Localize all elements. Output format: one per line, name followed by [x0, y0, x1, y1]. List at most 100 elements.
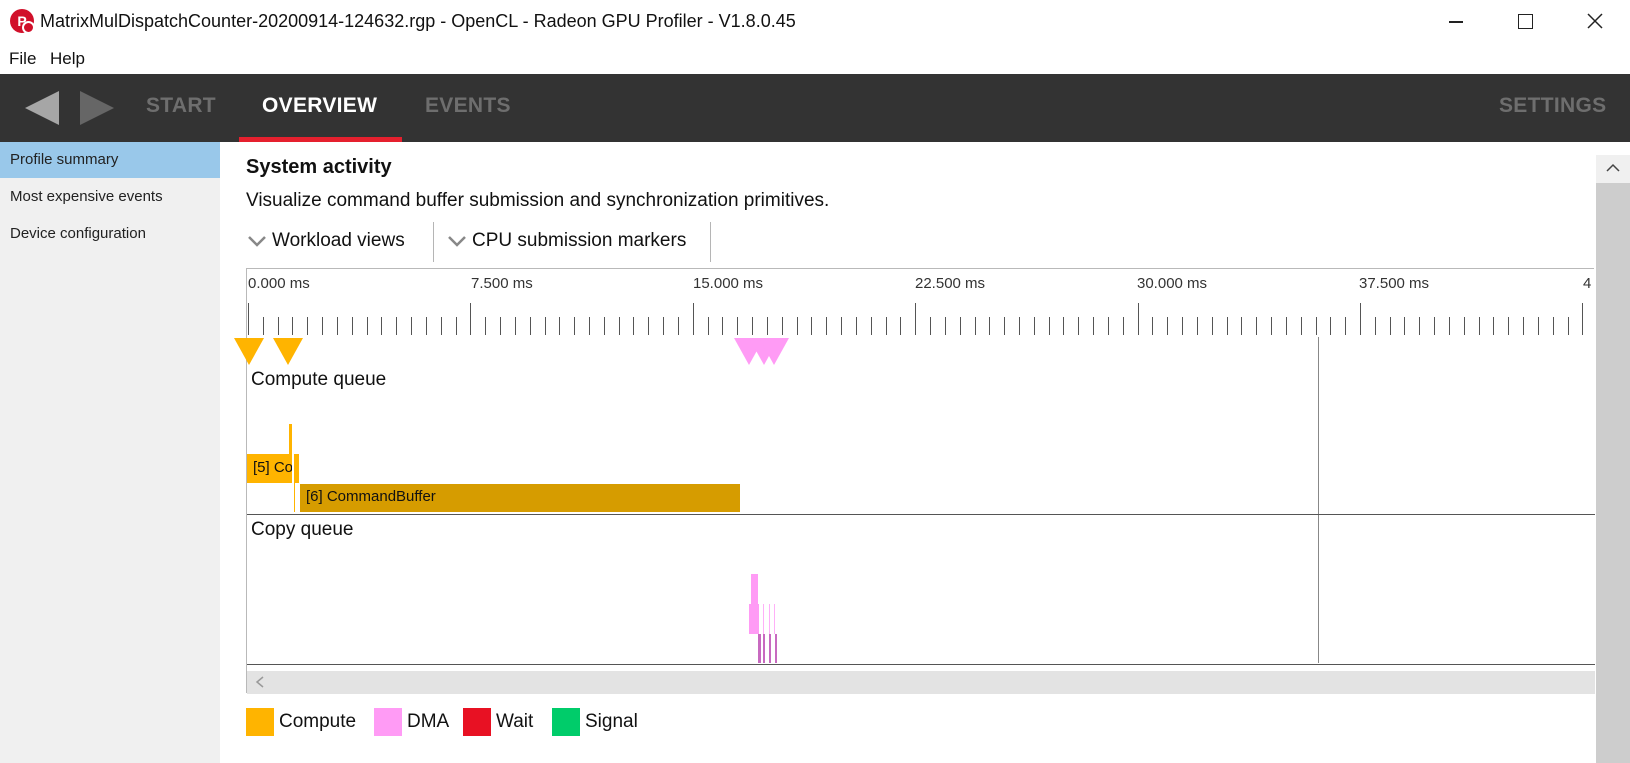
tab-overview[interactable]: OVERVIEW: [262, 94, 378, 117]
window-title: MatrixMulDispatchCounter-20200914-124632…: [40, 11, 796, 31]
dma-submission-marker[interactable]: [759, 338, 789, 365]
menu-bar: File Help: [0, 44, 1630, 74]
tab-settings[interactable]: SETTINGS: [1499, 94, 1607, 117]
sidebar-item-profile-summary[interactable]: Profile summary: [0, 142, 220, 178]
ruler-tick: [1434, 317, 1435, 335]
maximize-button[interactable]: [1490, 0, 1560, 44]
ruler-tick: [871, 317, 872, 335]
ruler-tick: [278, 317, 279, 335]
ruler-tick: [604, 317, 605, 335]
ruler-tick: [1582, 303, 1583, 335]
ruler-tick: [1390, 317, 1391, 335]
ruler-tick: [989, 317, 990, 335]
ruler-tick: [426, 317, 427, 335]
ruler-tick: [1316, 317, 1317, 335]
ruler-tick: [1464, 317, 1465, 335]
ruler-tick: [367, 317, 368, 335]
ruler-tick: [1538, 317, 1539, 335]
maximize-icon: [1518, 14, 1533, 29]
ruler-tick: [930, 317, 931, 335]
ruler-tick: [1138, 303, 1139, 335]
scrollbar-thumb[interactable]: [1596, 183, 1630, 763]
navigation-bar: START OVERVIEW EVENTS SETTINGS: [0, 74, 1630, 142]
rgp-logo-icon: P: [10, 9, 35, 34]
legend-label: Signal: [585, 711, 638, 732]
ruler-tick: [1063, 317, 1064, 335]
menu-help[interactable]: Help: [50, 49, 85, 68]
ruler-tick: [767, 317, 768, 335]
legend-swatch: [374, 708, 402, 736]
dma-event-bar[interactable]: [749, 604, 759, 634]
compute-event-bar[interactable]: [289, 424, 292, 454]
ruler-tick: [1479, 317, 1480, 335]
queue-separator: [247, 514, 1595, 515]
ruler-tick: [826, 317, 827, 335]
compute-event-bar: [294, 483, 295, 512]
ruler-label: 30.000 ms: [1137, 275, 1208, 292]
ruler-label: 22.500 ms: [915, 275, 986, 292]
horizontal-scrollbar[interactable]: [247, 671, 1595, 694]
ruler-tick: [1568, 317, 1569, 335]
ruler-tick: [1004, 317, 1005, 335]
scroll-left-icon[interactable]: [255, 676, 265, 688]
ruler-tick: [441, 317, 442, 335]
ruler-tick: [500, 317, 501, 335]
vertical-scrollbar[interactable]: [1596, 155, 1630, 763]
ruler-tick: [648, 317, 649, 335]
command-buffer-6[interactable]: [6] CommandBuffer: [300, 484, 740, 512]
ruler-tick: [1019, 317, 1020, 335]
command-buffer-5[interactable]: [5] Co: [247, 454, 299, 483]
compute-queue-label: Compute queue: [251, 369, 387, 390]
sidebar-item-device-configuration[interactable]: Device configuration: [10, 225, 146, 242]
ruler-tick: [915, 303, 916, 335]
legend-label: Compute: [279, 711, 357, 732]
dma-event-bar[interactable]: [758, 634, 761, 663]
ruler-tick: [470, 303, 471, 335]
ruler-tick: [1034, 317, 1035, 335]
forward-arrow-icon[interactable]: [80, 91, 114, 125]
ruler-tick: [693, 303, 694, 335]
close-button[interactable]: [1560, 0, 1630, 44]
back-arrow-icon[interactable]: [25, 91, 59, 125]
ruler-tick: [1271, 317, 1272, 335]
ruler-tick: [633, 317, 634, 335]
ruler-tick: [737, 317, 738, 335]
tab-events[interactable]: EVENTS: [425, 94, 511, 117]
workload-views-dropdown[interactable]: Workload views: [248, 230, 405, 252]
system-activity-timeline[interactable]: 0.000 ms 7.500 ms 15.000 ms 22.500 ms 30…: [234, 268, 1595, 694]
sidebar-item-most-expensive-events[interactable]: Most expensive events: [10, 188, 163, 205]
ruler-tick: [1523, 317, 1524, 335]
ruler-tick: [515, 317, 516, 335]
ruler-tick: [975, 317, 976, 335]
ruler-tick: [752, 317, 753, 335]
close-icon: [1587, 13, 1603, 29]
ruler-tick: [396, 317, 397, 335]
ruler-tick: [1241, 317, 1242, 335]
ruler-tick: [1123, 317, 1124, 335]
legend-label: DMA: [407, 711, 450, 732]
menu-file[interactable]: File: [9, 49, 37, 68]
ruler-tick: [352, 317, 353, 335]
copy-queue-label: Copy queue: [251, 519, 354, 540]
ruler-tick: [1375, 317, 1376, 335]
ruler-label: 0.000 ms: [248, 275, 310, 292]
ruler-tick: [411, 317, 412, 335]
dma-event-bar[interactable]: [751, 574, 758, 604]
ruler-tick: [1197, 317, 1198, 335]
tab-start[interactable]: START: [146, 94, 216, 117]
ruler-tick: [1227, 317, 1228, 335]
ruler-tick: [1330, 317, 1331, 335]
ruler-tick: [1553, 317, 1554, 335]
ruler-label: 4: [1583, 275, 1592, 292]
ruler-tick: [1182, 317, 1183, 335]
ruler-tick: [1167, 317, 1168, 335]
scroll-up-icon[interactable]: [1606, 163, 1620, 173]
cpu-submission-markers-dropdown[interactable]: CPU submission markers: [448, 230, 686, 252]
compute-submission-marker[interactable]: [234, 338, 264, 365]
ruler-tick: [1449, 317, 1450, 335]
chevron-down-icon: [448, 236, 466, 247]
compute-submission-marker[interactable]: [273, 338, 303, 365]
ruler-tick: [1301, 317, 1302, 335]
title-bar: P MatrixMulDispatchCounter-20200914-1246…: [0, 0, 1630, 44]
minimize-button[interactable]: [1420, 0, 1490, 44]
